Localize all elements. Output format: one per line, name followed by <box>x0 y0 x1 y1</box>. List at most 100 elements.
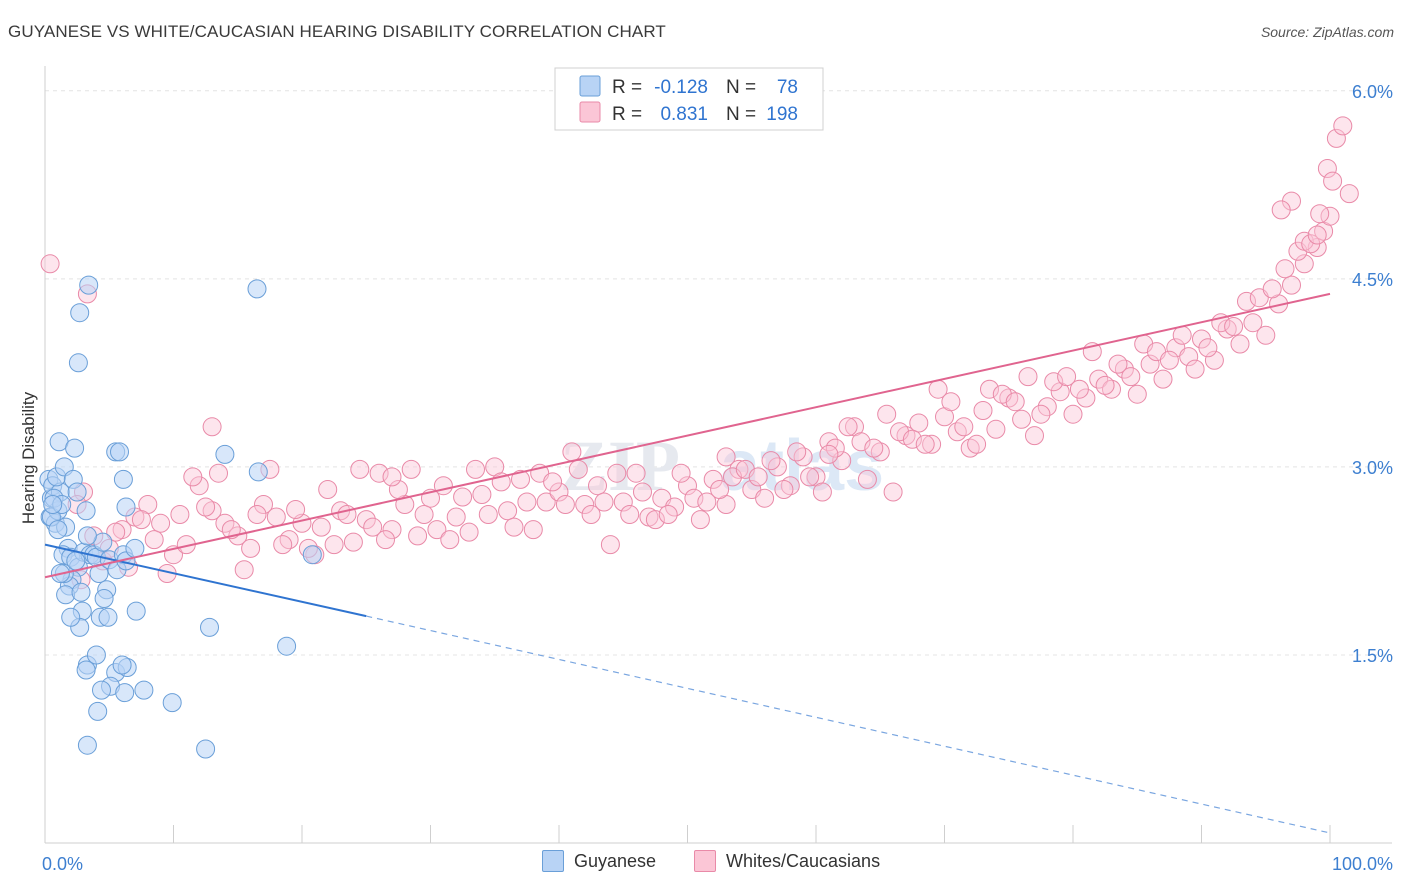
whites-point-203 <box>1326 128 1346 148</box>
whites-point-178 <box>1057 367 1077 387</box>
whites-point-45 <box>588 476 607 496</box>
whites-point-79 <box>1025 426 1044 446</box>
legend-n-value-guyanese: 78 <box>777 77 798 98</box>
guyanese-point-16 <box>65 438 85 458</box>
whites-point-123 <box>350 459 370 479</box>
trend-line-guyanese <box>44 543 367 618</box>
whites-point-156 <box>774 480 794 499</box>
whites-point-60 <box>780 476 800 496</box>
whites-point-26 <box>343 532 363 552</box>
whites-point-68 <box>883 482 903 502</box>
whites-point-54 <box>703 469 723 489</box>
whites-point-150 <box>697 492 717 512</box>
whites-point-164 <box>877 404 897 424</box>
whites-point-130 <box>440 530 460 550</box>
whites-point-82 <box>1063 404 1083 424</box>
y-tick-labels: 1.5% 3.0% 4.5% 6.0% <box>1352 82 1393 666</box>
whites-point-75 <box>973 401 993 420</box>
whites-point-100 <box>1294 254 1314 274</box>
whites-point-147 <box>658 505 678 524</box>
chart-title: GUYANESE VS WHITE/CAUCASIAN HEARING DISA… <box>8 22 666 41</box>
whites-point-114 <box>234 560 254 580</box>
whites-point-176 <box>1031 404 1051 424</box>
whites-point-21 <box>279 530 299 550</box>
whites-point-74 <box>960 438 980 458</box>
whites-point-141 <box>581 505 601 524</box>
whites-point-56 <box>729 459 749 479</box>
axes <box>44 66 1392 844</box>
series-guyanese <box>39 275 322 759</box>
whites-point-171 <box>967 434 987 454</box>
whites-point-29 <box>382 520 402 540</box>
guyanese-point-73 <box>248 462 268 482</box>
whites-point-199 <box>1310 204 1330 224</box>
whites-point-206 <box>1339 184 1359 204</box>
whites-point-121 <box>324 535 344 555</box>
whites-point-211 <box>819 444 839 464</box>
y-tick-label-0: 1.5% <box>1352 646 1393 666</box>
whites-point-113 <box>221 520 241 540</box>
legend-bottom: Guyanese Whites/Caucasians <box>0 850 1406 880</box>
whites-point-175 <box>1018 367 1038 387</box>
whites-point-47 <box>613 492 633 512</box>
guyanese-point-61 <box>200 617 219 637</box>
trend-line-whites <box>44 292 1331 579</box>
guyanese-point-12 <box>67 482 87 502</box>
whites-point-154 <box>748 467 768 487</box>
whites-point-80 <box>1037 397 1057 417</box>
guyanese-point-54 <box>92 680 111 700</box>
guyanese-point-65 <box>70 303 90 323</box>
grid <box>45 90 1392 656</box>
whites-point-24 <box>318 480 338 499</box>
whites-point-73 <box>947 422 967 442</box>
whites-point-159 <box>812 482 832 502</box>
trend-line-guyanese-extension <box>366 615 1331 834</box>
whites-point-48 <box>626 463 646 483</box>
whites-point-143 <box>607 463 627 483</box>
whites-point-127 <box>401 459 421 479</box>
whites-point-148 <box>671 463 691 483</box>
whites-point-61 <box>793 447 813 467</box>
whites-point-131 <box>453 487 473 507</box>
whites-point-179 <box>1069 379 1089 399</box>
guyanese-point-75 <box>77 526 97 546</box>
legend-label-whites: Whites/Caucasians <box>726 850 881 871</box>
series-whites-caucasians <box>40 116 1359 590</box>
whites-point-174 <box>1005 392 1025 412</box>
x-tick-label-0: 0.0% <box>42 854 83 874</box>
x-tick-label-1: 100.0% <box>1332 854 1393 874</box>
whites-point-186 <box>1159 350 1179 370</box>
guyanese-point-58 <box>77 735 97 755</box>
legend-swatch-guyanese <box>579 75 601 97</box>
guyanese-point-67 <box>247 279 267 299</box>
guyanese-point-72 <box>116 497 136 517</box>
whites-point-11 <box>151 513 171 533</box>
whites-point-95 <box>1230 334 1250 354</box>
whites-point-157 <box>787 442 807 462</box>
legend-n-value-whites: 198 <box>766 104 798 125</box>
guyanese-point-56 <box>134 680 154 700</box>
whites-point-149 <box>684 488 704 508</box>
whites-point-31 <box>408 526 428 546</box>
guyanese-point-46 <box>126 601 146 621</box>
whites-point-86 <box>1114 359 1134 379</box>
whites-point-172 <box>980 379 999 399</box>
whites-point-43 <box>562 442 582 462</box>
whites-point-58 <box>755 488 775 508</box>
guyanese-point-55 <box>115 683 135 703</box>
whites-point-71 <box>922 434 942 454</box>
whites-point-44 <box>575 495 595 514</box>
whites-point-204 <box>1333 116 1353 136</box>
whites-point-145 <box>633 482 652 502</box>
whites-point-163 <box>864 438 884 458</box>
whites-point-191 <box>1224 317 1244 336</box>
y-tick-label-1: 3.0% <box>1352 458 1393 478</box>
whites-point-41 <box>536 492 556 512</box>
legend-item-guyanese: Guyanese <box>542 850 656 872</box>
whites-point-107 <box>144 530 164 550</box>
guyanese-point-27 <box>71 582 91 602</box>
legend-swatch-guyanese-bottom <box>542 850 564 872</box>
whites-point-177 <box>1044 372 1064 392</box>
whites-point-209 <box>382 467 402 487</box>
whites-point-167 <box>915 434 935 454</box>
